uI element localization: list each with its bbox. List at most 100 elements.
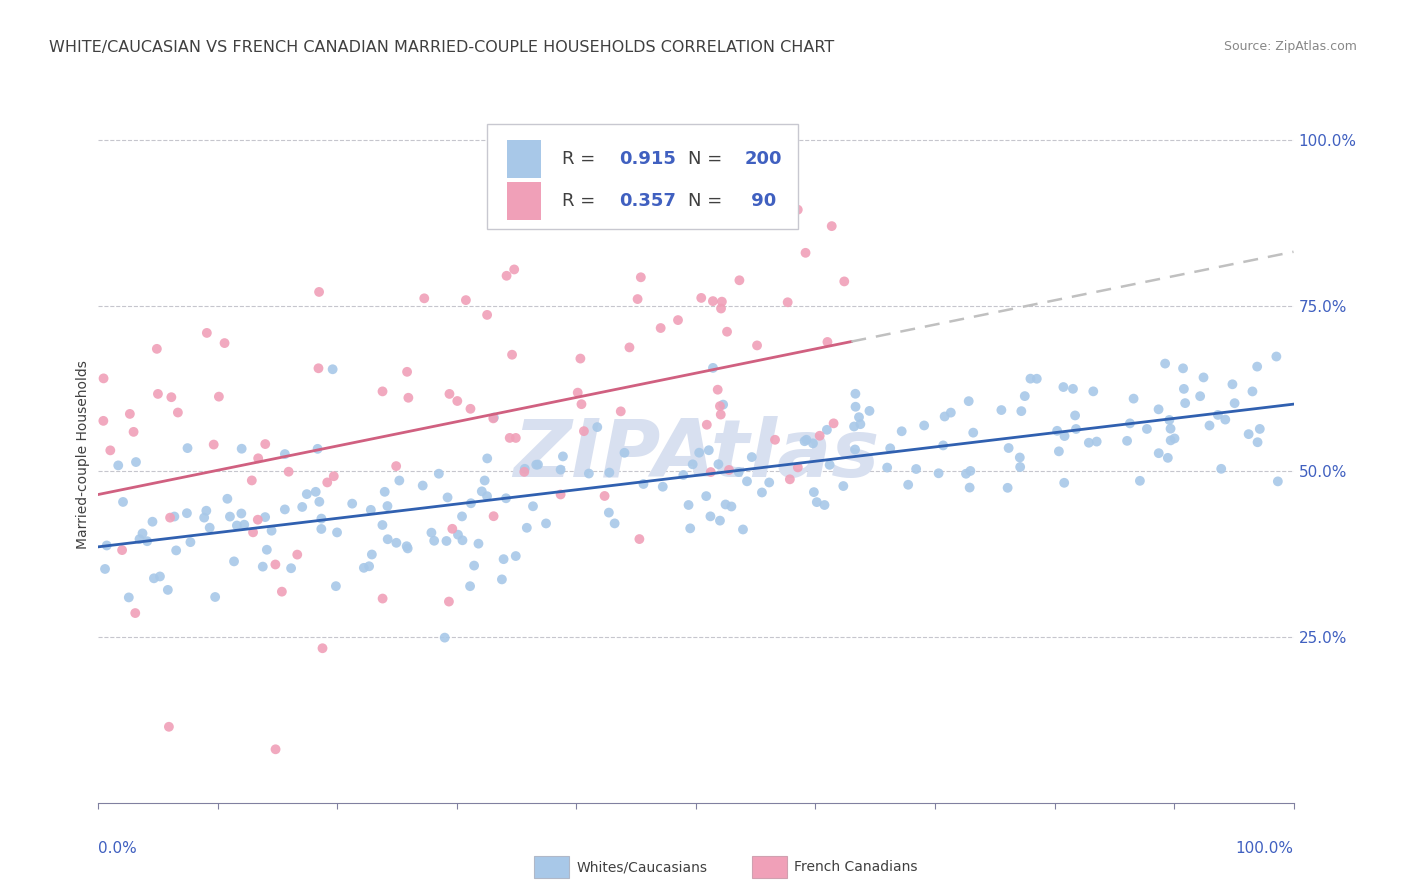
Point bbox=[326, 525, 349, 540]
Point bbox=[803, 485, 825, 500]
Point bbox=[495, 491, 517, 506]
Point bbox=[447, 527, 470, 541]
Point bbox=[475, 308, 498, 322]
Text: 0.915: 0.915 bbox=[620, 150, 676, 169]
Point bbox=[477, 451, 499, 466]
Point bbox=[806, 495, 828, 509]
Point bbox=[741, 450, 763, 464]
Point bbox=[550, 487, 572, 501]
Point bbox=[146, 387, 169, 401]
Point bbox=[1157, 450, 1180, 465]
Point bbox=[1198, 418, 1220, 433]
Point bbox=[460, 401, 482, 416]
Point bbox=[1053, 429, 1076, 443]
Text: N =: N = bbox=[688, 150, 727, 169]
Point bbox=[1160, 434, 1182, 448]
Point bbox=[195, 504, 218, 518]
Point bbox=[962, 425, 984, 440]
Point bbox=[149, 569, 172, 583]
Point bbox=[796, 433, 818, 447]
Point bbox=[316, 475, 339, 490]
Point bbox=[482, 411, 505, 425]
Point bbox=[377, 499, 399, 513]
Point bbox=[844, 442, 866, 457]
Point bbox=[709, 514, 731, 528]
Point bbox=[751, 485, 773, 500]
Point bbox=[446, 394, 468, 409]
Point bbox=[832, 274, 855, 288]
Text: 0.357: 0.357 bbox=[620, 192, 676, 210]
Point bbox=[96, 539, 118, 553]
Point bbox=[1010, 460, 1032, 475]
Point bbox=[423, 533, 446, 548]
Point bbox=[98, 443, 121, 458]
Point bbox=[813, 498, 835, 512]
Point bbox=[371, 384, 394, 399]
Point bbox=[1160, 422, 1182, 436]
Point bbox=[233, 517, 256, 532]
Point bbox=[436, 491, 458, 505]
Point bbox=[932, 438, 955, 452]
Point bbox=[619, 340, 641, 354]
Point bbox=[598, 506, 620, 520]
Point bbox=[516, 521, 538, 535]
Point bbox=[460, 496, 482, 510]
Text: WHITE/CAUCASIAN VS FRENCH CANADIAN MARRIED-COUPLE HOUSEHOLDS CORRELATION CHART: WHITE/CAUCASIAN VS FRENCH CANADIAN MARRI… bbox=[49, 40, 834, 55]
Point bbox=[818, 458, 841, 472]
Point bbox=[1047, 444, 1070, 458]
Point bbox=[1064, 422, 1087, 436]
Point bbox=[527, 458, 550, 472]
Point bbox=[779, 472, 801, 486]
Point bbox=[311, 522, 333, 536]
Point bbox=[1064, 409, 1087, 423]
Point bbox=[247, 451, 270, 466]
Point bbox=[482, 410, 505, 425]
Point bbox=[1083, 384, 1105, 399]
Point bbox=[322, 469, 344, 483]
Point bbox=[1222, 377, 1244, 392]
Point bbox=[905, 462, 928, 476]
Point bbox=[690, 291, 713, 305]
Point bbox=[569, 351, 592, 366]
Point bbox=[165, 543, 187, 558]
Point bbox=[598, 466, 620, 480]
Point bbox=[1173, 382, 1195, 396]
Point bbox=[513, 465, 536, 479]
Point bbox=[122, 425, 145, 439]
Point bbox=[1010, 404, 1032, 418]
Point bbox=[260, 524, 283, 538]
Point bbox=[176, 441, 198, 455]
Point bbox=[714, 498, 737, 512]
Point bbox=[1147, 402, 1170, 417]
Point bbox=[420, 525, 443, 540]
Point bbox=[934, 409, 956, 424]
FancyBboxPatch shape bbox=[486, 124, 797, 229]
Point bbox=[808, 429, 831, 443]
Point bbox=[758, 475, 780, 490]
Point bbox=[157, 720, 180, 734]
Point bbox=[586, 420, 609, 434]
Point bbox=[897, 477, 920, 491]
Point bbox=[928, 467, 950, 481]
Point bbox=[214, 336, 236, 351]
Point bbox=[396, 541, 419, 556]
Point bbox=[939, 406, 962, 420]
Point bbox=[550, 463, 572, 477]
Point bbox=[274, 447, 297, 461]
Point bbox=[1085, 434, 1108, 449]
Point bbox=[396, 365, 419, 379]
Point bbox=[697, 443, 720, 458]
Point bbox=[823, 417, 845, 431]
Point bbox=[1136, 422, 1159, 436]
Point bbox=[633, 477, 655, 491]
Point bbox=[433, 631, 456, 645]
Point bbox=[371, 591, 394, 606]
Point bbox=[1062, 382, 1084, 396]
Point bbox=[1053, 475, 1076, 490]
Point bbox=[131, 526, 153, 541]
Point bbox=[159, 510, 181, 524]
Point bbox=[650, 321, 672, 335]
Point bbox=[912, 418, 935, 433]
Point bbox=[501, 348, 523, 362]
Point bbox=[700, 465, 723, 479]
